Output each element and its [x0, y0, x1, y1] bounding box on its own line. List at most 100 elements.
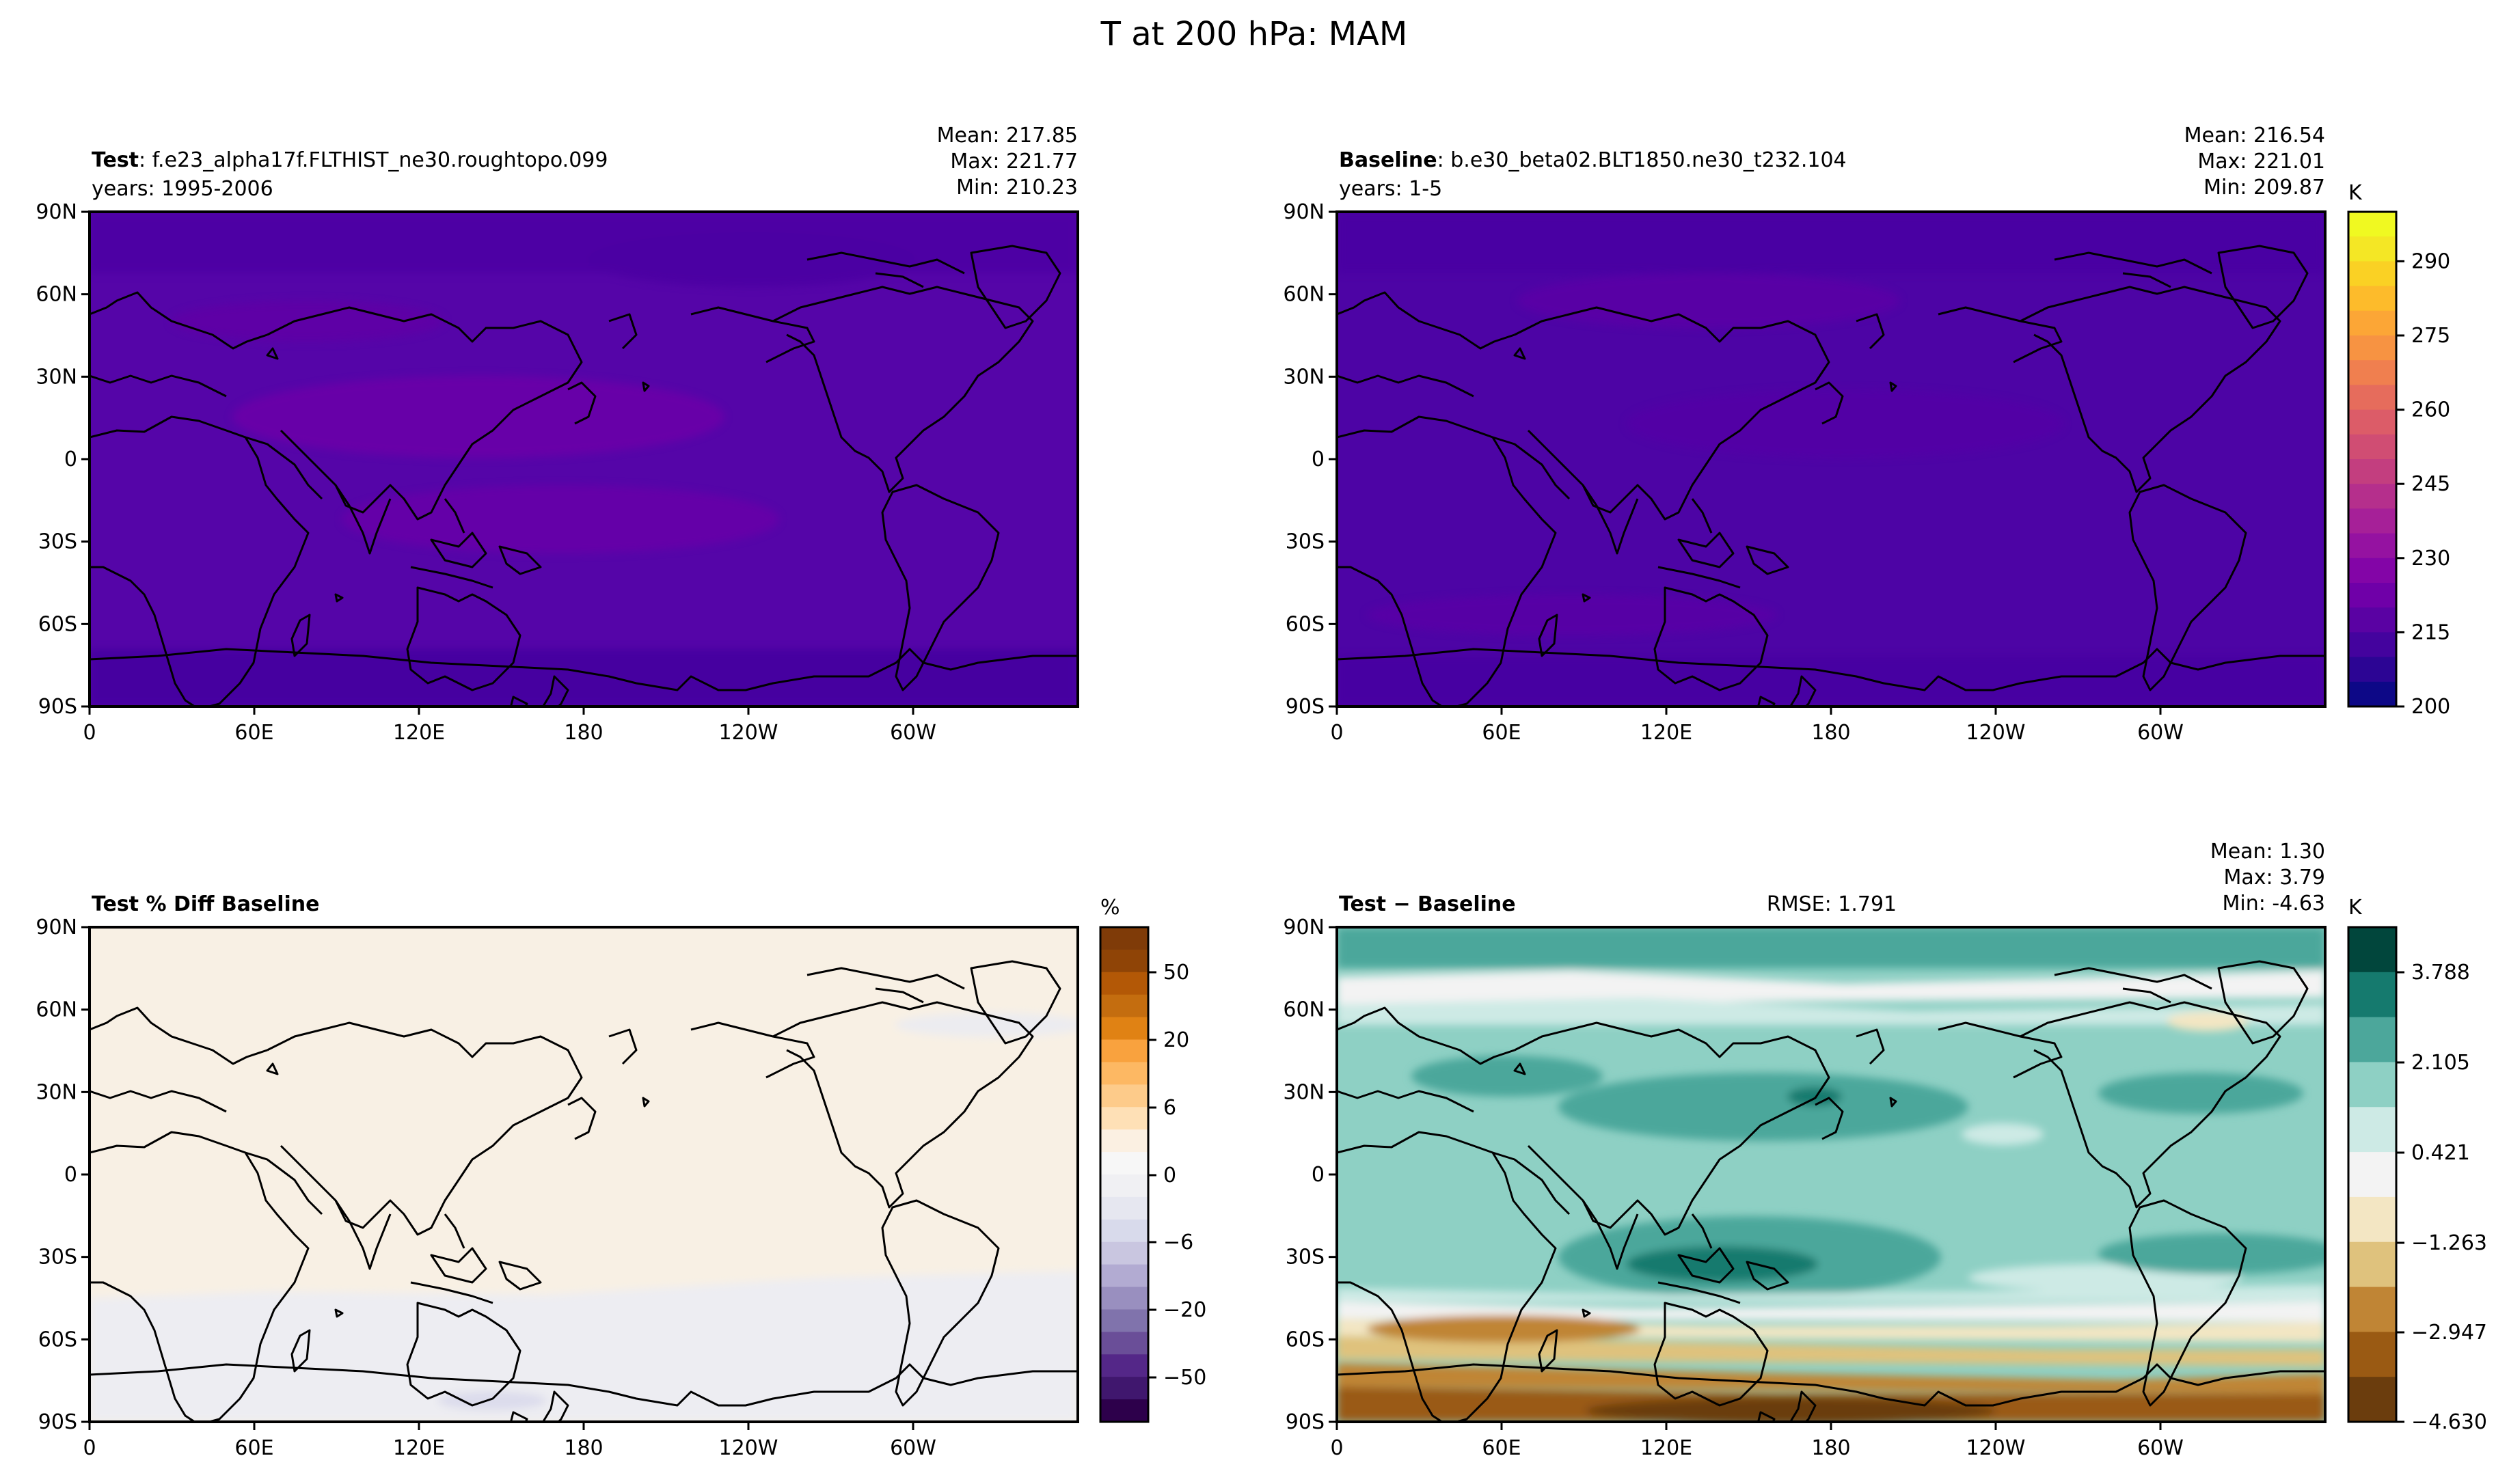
y-tick-label: 30S — [1286, 1246, 1325, 1269]
diff-colorbar-units: K — [2348, 896, 2363, 920]
baseline-label: Baseline — [1339, 148, 1437, 172]
y-tick-label: 30S — [38, 1246, 77, 1269]
x-tick-label: 120W — [719, 721, 778, 745]
colorbar-swatch — [2348, 681, 2396, 707]
colorbar-swatch — [1100, 1377, 1148, 1400]
colorbar-swatch — [2348, 1107, 2396, 1153]
colorbar-frame — [2347, 926, 2398, 1423]
diff-stat-min: Min: -4.63 — [2223, 892, 2326, 916]
colorbar-swatch — [1100, 1062, 1148, 1085]
colorbar-swatch — [2348, 632, 2396, 658]
figure-title: T at 200 hPa: MAM — [1100, 15, 1408, 53]
test-label: Test — [92, 148, 139, 172]
test-stat-mean: Mean: 217.85 — [937, 124, 1078, 148]
colorbar-swatch — [2348, 1287, 2396, 1332]
x-tick-label: 120W — [719, 1436, 778, 1460]
baseline-yticks: 90N 60N 30N 0 30S 60S 90S — [1283, 200, 1337, 719]
colorbar-swatch — [2348, 335, 2396, 361]
baseline-stat-mean: Mean: 216.54 — [2184, 124, 2325, 148]
y-tick-label: 60N — [1283, 998, 1325, 1022]
y-tick-label: 90N — [1283, 916, 1325, 939]
colorbar-swatch — [1100, 1219, 1148, 1243]
colorbar-tick-label: 215 — [2411, 620, 2450, 644]
diff-map-field — [1337, 927, 2325, 1422]
colorbar-swatch — [1100, 1332, 1148, 1355]
colorbar-swatch — [1100, 1129, 1148, 1153]
y-tick-label: 90S — [1286, 695, 1325, 719]
x-tick-label: 60W — [890, 721, 936, 745]
colorbar-swatch — [2348, 1241, 2396, 1288]
colorbar-tick-label: −6 — [1163, 1231, 1193, 1254]
x-tick-label: 0 — [1330, 1436, 1343, 1460]
x-tick-label: 120E — [393, 1436, 445, 1460]
colorbar-swatch — [1100, 1017, 1148, 1041]
pct-diff-colorbar-units: % — [1100, 896, 1120, 920]
baseline-map-field — [1337, 212, 2325, 706]
colorbar-swatch — [1100, 1107, 1148, 1130]
test-case: : f.e23_alpha17f.FLTHIST_ne30.roughtopo.… — [139, 148, 608, 172]
y-tick-label: 60N — [1283, 283, 1325, 307]
colorbar-swatch — [1100, 949, 1148, 973]
x-tick-label: 60E — [1482, 721, 1521, 745]
y-tick-label: 60N — [36, 283, 77, 307]
colorbar-swatch — [2348, 1152, 2396, 1198]
colorbar-swatch — [2348, 212, 2396, 237]
baseline-colorbar: 200 215 230 245 260 275 290 — [2347, 210, 2450, 719]
x-tick-label: 60W — [2137, 1436, 2184, 1460]
y-tick-label: 30S — [1286, 530, 1325, 554]
colorbar-tick-label: 260 — [2411, 398, 2450, 422]
colorbar-swatch — [1100, 1309, 1148, 1332]
diff-colorbar: 3.788 2.105 0.421 −1.263 −2.947 −4.630 — [2347, 926, 2487, 1434]
colorbar-swatch — [1100, 1264, 1148, 1288]
colorbar-tick-label: 20 — [1163, 1028, 1189, 1052]
test-stat-max: Max: 221.77 — [950, 150, 1078, 174]
colorbar-swatch — [2348, 607, 2396, 633]
colorbar-tick-label: 290 — [2411, 249, 2450, 273]
y-tick-label: 30N — [1283, 365, 1325, 389]
colorbar-tick-label: 230 — [2411, 547, 2450, 571]
y-tick-label: 90S — [1286, 1410, 1325, 1434]
x-tick-label: 0 — [83, 1436, 96, 1460]
colorbar-swatch — [2348, 508, 2396, 534]
colorbar-tick-label: −1.263 — [2411, 1231, 2487, 1255]
x-tick-label: 0 — [83, 721, 96, 745]
colorbar-swatch — [2348, 1062, 2396, 1108]
baseline-xticks: 0 60E 120E 180 120W 60W — [1330, 706, 2184, 745]
y-tick-label: 30N — [36, 365, 77, 389]
colorbar-swatch — [1100, 1174, 1148, 1198]
colorbar-swatch — [2348, 236, 2396, 262]
y-tick-label: 30N — [1283, 1080, 1325, 1104]
y-tick-label: 90S — [38, 1410, 77, 1434]
colorbar-tick-label: 3.788 — [2411, 961, 2470, 985]
y-tick-label: 60S — [1286, 1328, 1325, 1351]
colorbar-swatch — [2348, 434, 2396, 460]
diff-stat-mean: Mean: 1.30 — [2210, 840, 2325, 864]
colorbar-swatch — [2348, 484, 2396, 509]
test-field-base — [90, 212, 1078, 706]
colorbar-swatch — [1100, 1287, 1148, 1310]
test-years: years: 1995-2006 — [92, 177, 273, 201]
y-tick-label: 60S — [38, 1328, 77, 1351]
colorbar-tick-label: 2.105 — [2411, 1051, 2470, 1075]
colorbar-swatch — [2348, 927, 2396, 973]
baseline-stat-min: Min: 209.87 — [2203, 176, 2325, 200]
colorbar-swatch — [2348, 1377, 2396, 1423]
colorbar-frame — [2347, 210, 2398, 708]
colorbar-swatch — [2348, 310, 2396, 336]
y-tick-label: 90N — [36, 916, 77, 939]
test-yticks: 90N 60N 30N 0 30S 60S 90S — [36, 200, 90, 719]
colorbar-swatch — [1100, 1152, 1148, 1175]
y-tick-label: 90S — [38, 695, 77, 719]
colorbar-tick-label: −20 — [1163, 1298, 1206, 1322]
y-tick-label: 60S — [1286, 612, 1325, 636]
diff-xticks: 0 60E 120E 180 120W 60W — [1330, 1422, 2184, 1460]
colorbar-swatch — [1100, 972, 1148, 995]
colorbar-swatch — [2348, 1196, 2396, 1243]
colorbar-swatch — [2348, 360, 2396, 385]
x-tick-label: 60W — [2137, 721, 2184, 745]
colorbar-swatch — [2348, 1017, 2396, 1062]
colorbar-swatch — [1100, 1084, 1148, 1108]
pct-diff-panel: 0 60E 120E 180 120W 60W 90N 60N 30N 0 30S 60S 90S T… — [36, 892, 1206, 1460]
colorbar-tick-label: 50 — [1163, 961, 1189, 985]
x-tick-label: 60E — [234, 721, 273, 745]
